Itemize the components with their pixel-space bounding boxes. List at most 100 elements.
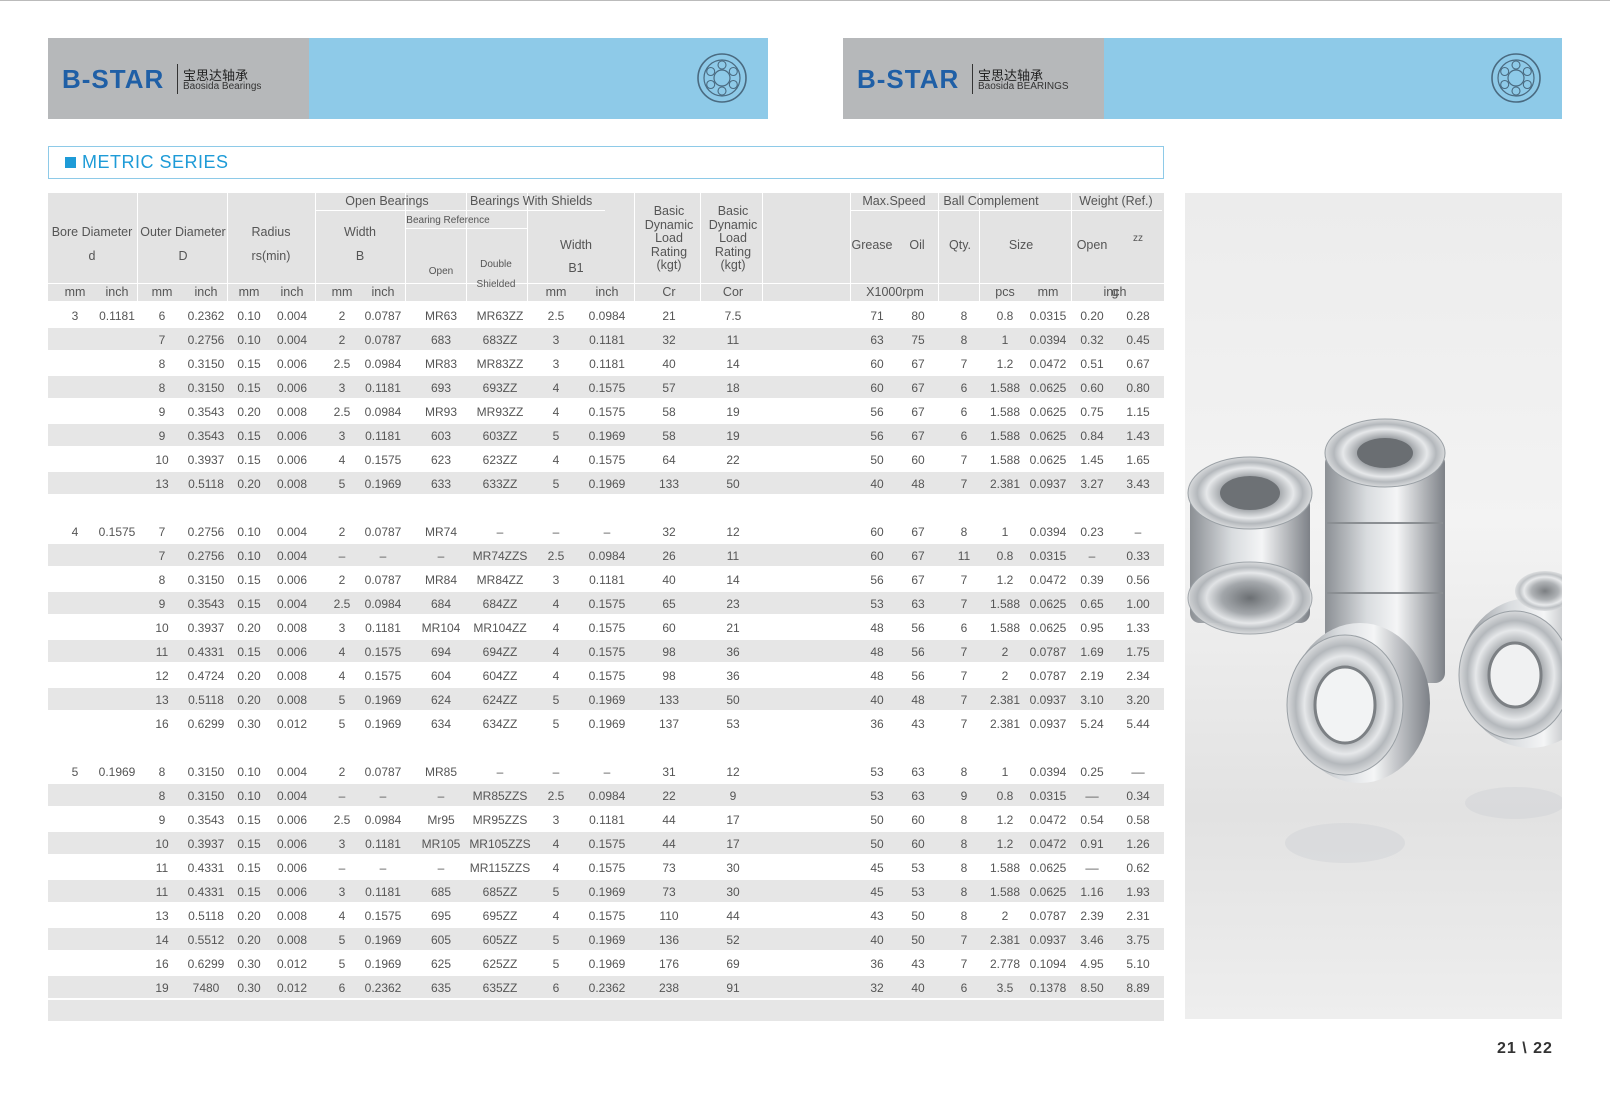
table-cell: 4: [552, 621, 560, 635]
table-cell: 0.34: [1126, 789, 1150, 803]
table-cell: 53: [911, 861, 925, 875]
table-cell: 6: [960, 381, 968, 395]
table-cell: 0.006: [276, 645, 308, 659]
table-cell: 22: [726, 453, 740, 467]
table-cell: 0.3543: [187, 597, 225, 611]
table-cell: 0.1181: [589, 357, 625, 371]
table-cell: 8: [960, 525, 968, 539]
table-cell: 0.1378: [1029, 981, 1067, 995]
header-divider: [315, 210, 605, 211]
header-unit: inch: [105, 285, 129, 299]
header-outer-symbol: D: [178, 249, 188, 263]
section-square-icon: [65, 157, 76, 168]
table-cell: ––: [1131, 765, 1145, 779]
table-cell: 0.5118: [188, 909, 224, 923]
table-cell: 1.93: [1126, 885, 1150, 899]
table-cell: 6: [960, 405, 968, 419]
table-cell: 0.1575: [364, 453, 402, 467]
table-row-shade: [48, 832, 1164, 854]
table-cell: 5: [338, 933, 346, 947]
header-qty: Qty.: [949, 238, 971, 252]
table-cell: 0.006: [276, 429, 308, 443]
table-cell: 48: [870, 645, 884, 659]
table-cell: 2.778: [989, 957, 1021, 971]
table-cell: 30: [726, 861, 740, 875]
table-cell: 0.1969: [588, 885, 626, 899]
table-cell: 5: [552, 477, 560, 491]
header-unit: X1000rpm: [866, 285, 924, 299]
table-cell: 2: [1001, 669, 1009, 683]
table-cell: 58: [662, 429, 676, 443]
table-cell: 0.75: [1080, 405, 1104, 419]
table-cell: 7: [960, 933, 968, 947]
table-cell: 0.20: [237, 669, 261, 683]
table-cell: 6: [960, 981, 968, 995]
table-cell: MR95ZZS: [472, 813, 528, 827]
header-unit: mm: [238, 285, 260, 299]
header-width-b1-symbol: B1: [568, 261, 584, 275]
table-cell: 4: [338, 645, 346, 659]
table-cell: 0.006: [276, 573, 308, 587]
table-cell: 2: [338, 525, 346, 539]
table-cell: 21: [662, 309, 676, 323]
table-cell: 5: [552, 717, 560, 731]
table-cell: 0.62: [1126, 861, 1150, 875]
table-cell: 2: [338, 309, 346, 323]
table-cell: 3: [552, 813, 560, 827]
table-cell: 0.004: [276, 765, 308, 779]
table-cell: 32: [662, 525, 676, 539]
table-cell: 0.4331: [187, 885, 225, 899]
header-unit: mm: [64, 285, 86, 299]
table-cell: 0.0984: [364, 405, 402, 419]
logo-separator: [177, 64, 178, 94]
table-cell: 40: [870, 933, 884, 947]
table-cell: 238: [658, 981, 680, 995]
table-cell: 0.1969: [588, 429, 626, 443]
table-cell: 67: [911, 405, 925, 419]
table-cell: 0.1969: [364, 717, 402, 731]
table-cell: 4.95: [1080, 957, 1104, 971]
table-cell: 2.5: [333, 405, 351, 419]
table-cell: 71: [870, 309, 884, 323]
table-cell: 18: [726, 381, 740, 395]
table-cell: 2.39: [1080, 909, 1104, 923]
header-oil: Oil: [909, 238, 925, 252]
table-cell: 64: [662, 453, 676, 467]
table-cell: 0.39: [1080, 573, 1104, 587]
table-cell: 0.2362: [187, 309, 225, 323]
table-cell: 1.588: [989, 621, 1021, 635]
table-cell: 0.006: [276, 813, 308, 827]
table-cell: 11: [726, 549, 740, 563]
table-cell: 12: [726, 525, 740, 539]
table-cell: 5: [338, 717, 346, 731]
table-cell: 0.15: [237, 381, 261, 395]
table-cell: 694ZZ: [482, 645, 518, 659]
table-cell: 0.5118: [188, 693, 224, 707]
table-cell: 0.1181: [365, 621, 401, 635]
table-row-shade: [48, 472, 1164, 494]
table-cell: 50: [870, 813, 884, 827]
table-cell: 0.30: [237, 981, 261, 995]
table-cell: 0.15: [237, 837, 261, 851]
table-row-shade: [48, 424, 1164, 446]
table-cell: 0.2756: [187, 549, 225, 563]
table-cell: 40: [911, 981, 925, 995]
table-cell: 67: [911, 549, 925, 563]
header-divider: [405, 228, 527, 229]
table-cell: 16: [155, 717, 169, 731]
table-cell: 5.24: [1080, 717, 1104, 731]
table-cell: 0.3937: [187, 453, 225, 467]
header-width-symbol: B: [355, 249, 365, 263]
table-cell: 1.588: [989, 405, 1021, 419]
table-cell: 73: [662, 861, 676, 875]
table-cell: 1.588: [989, 861, 1021, 875]
table-cell: 0.20: [1080, 309, 1104, 323]
brand-logo: B-STAR: [857, 64, 960, 94]
table-cell: 0.20: [237, 693, 261, 707]
header-ball-complement: Ball Complement: [943, 194, 1039, 208]
table-cell: 48: [911, 693, 925, 707]
table-cell: 23: [726, 597, 740, 611]
header-unit: Cr: [662, 285, 676, 299]
table-cell: 8: [960, 861, 968, 875]
table-cell: 9: [960, 789, 968, 803]
